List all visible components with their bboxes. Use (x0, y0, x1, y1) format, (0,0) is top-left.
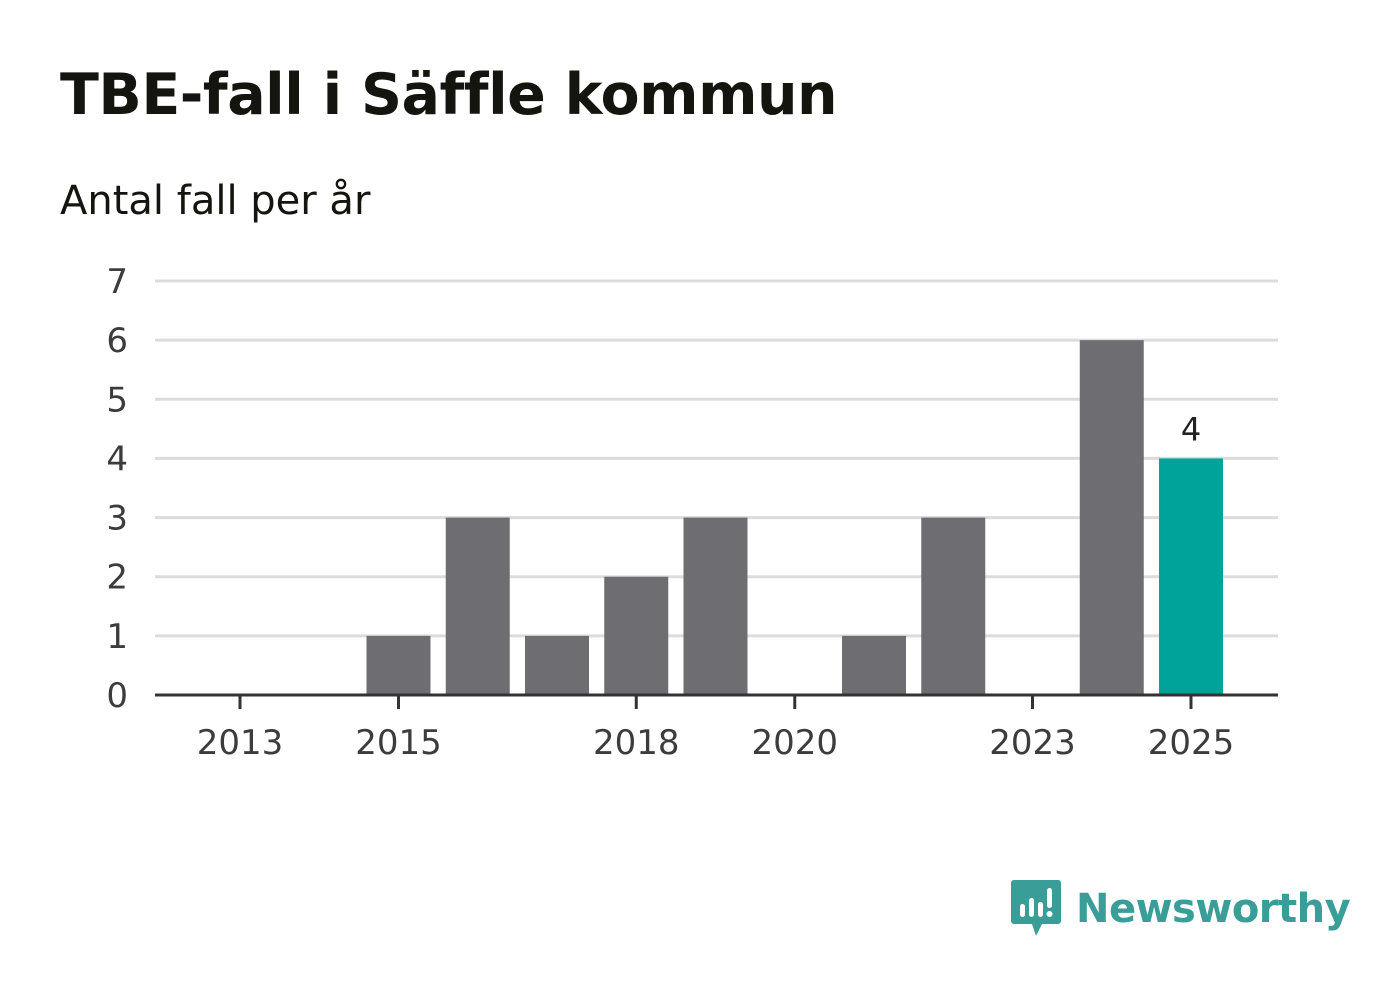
bar-2015 (366, 635, 431, 695)
y-axis-ticks: 0 1 2 3 4 5 6 7 (106, 262, 128, 716)
data-labels: 4 (1181, 410, 1201, 448)
y-tick-label-2: 2 (106, 558, 128, 598)
bar-2016 (445, 517, 510, 695)
bar-2024 (1079, 340, 1144, 695)
bar-2021 (842, 635, 906, 695)
bar-2018 (604, 576, 669, 695)
y-tick-label-3: 3 (106, 499, 128, 539)
x-tick-label-2020: 2020 (751, 723, 838, 763)
newsworthy-logo: Newsworthy (1010, 878, 1351, 940)
data-label-2025: 4 (1181, 410, 1201, 448)
bar-2022 (921, 517, 986, 695)
y-tick-label-1: 1 (106, 617, 128, 657)
y-tick-label-6: 6 (106, 321, 128, 361)
x-tick-label-2015: 2015 (355, 723, 442, 763)
bars (366, 340, 1223, 695)
x-tick-label-2018: 2018 (593, 723, 680, 763)
brand-name: Newsworthy (1076, 886, 1351, 932)
chart-title: TBE-fall i Säffle kommun (60, 62, 838, 128)
y-tick-label-5: 5 (106, 380, 128, 420)
bar-2019 (683, 517, 748, 695)
x-tick-label-2025: 2025 (1148, 723, 1235, 763)
bar-2017 (525, 635, 589, 695)
x-tick-label-2013: 2013 (197, 723, 284, 763)
newsworthy-logo-icon (1011, 880, 1061, 936)
x-tick-label-2023: 2023 (989, 723, 1076, 763)
y-tick-label-7: 7 (106, 262, 128, 302)
y-tick-label-4: 4 (106, 439, 128, 479)
y-tick-label-0: 0 (106, 676, 128, 716)
bar-2025 (1159, 458, 1223, 695)
x-axis-ticks: 2013 2015 2018 2020 2023 2025 (197, 695, 1235, 763)
chart-subtitle: Antal fall per år (60, 178, 371, 224)
bar-chart: 0 1 2 3 4 5 6 7 2013 2015 2018 2020 2023 2025 4 (106, 262, 1278, 763)
